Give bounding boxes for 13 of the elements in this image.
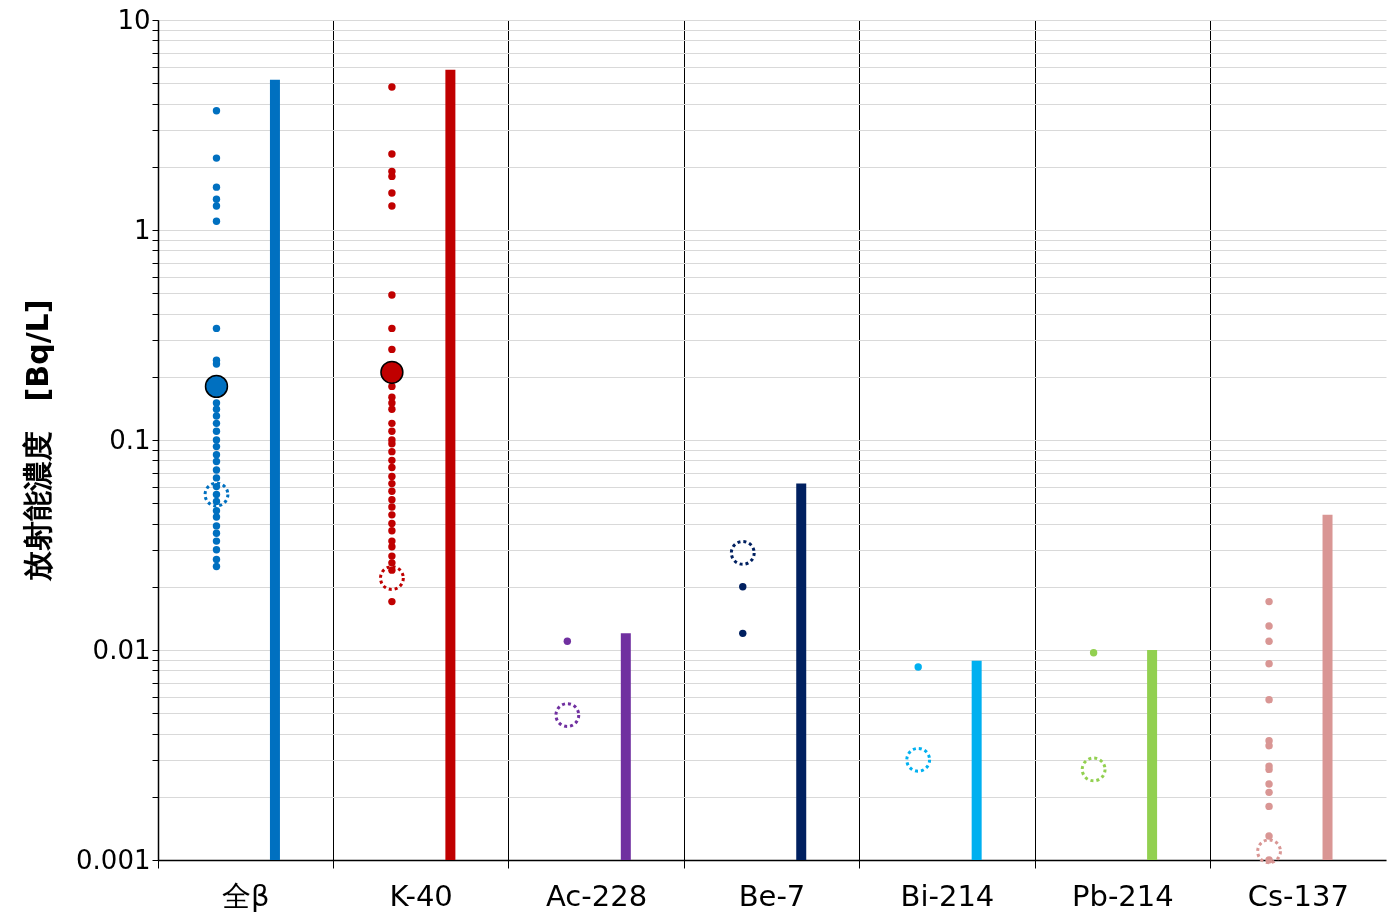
- y-tick-label: 0.1: [109, 424, 151, 455]
- x-tick-label: Pb-214: [1072, 878, 1174, 913]
- y-axis-title: 放射能濃度 [Bq/L]: [20, 299, 56, 583]
- x-tick-label: 全β: [221, 878, 270, 913]
- y-tick-label: 0.001: [76, 844, 151, 875]
- y-tick-label: 0.01: [92, 634, 151, 665]
- x-tick-label: Be-7: [738, 878, 806, 913]
- x-tick-label: Cs-137: [1247, 878, 1349, 913]
- x-tick-label: Bi-214: [900, 878, 995, 913]
- y-tick-label: 10: [117, 4, 151, 35]
- x-tick-label: K-40: [389, 878, 453, 913]
- y-tick-label: 1: [133, 214, 151, 245]
- x-tick-label: Ac-228: [546, 878, 648, 913]
